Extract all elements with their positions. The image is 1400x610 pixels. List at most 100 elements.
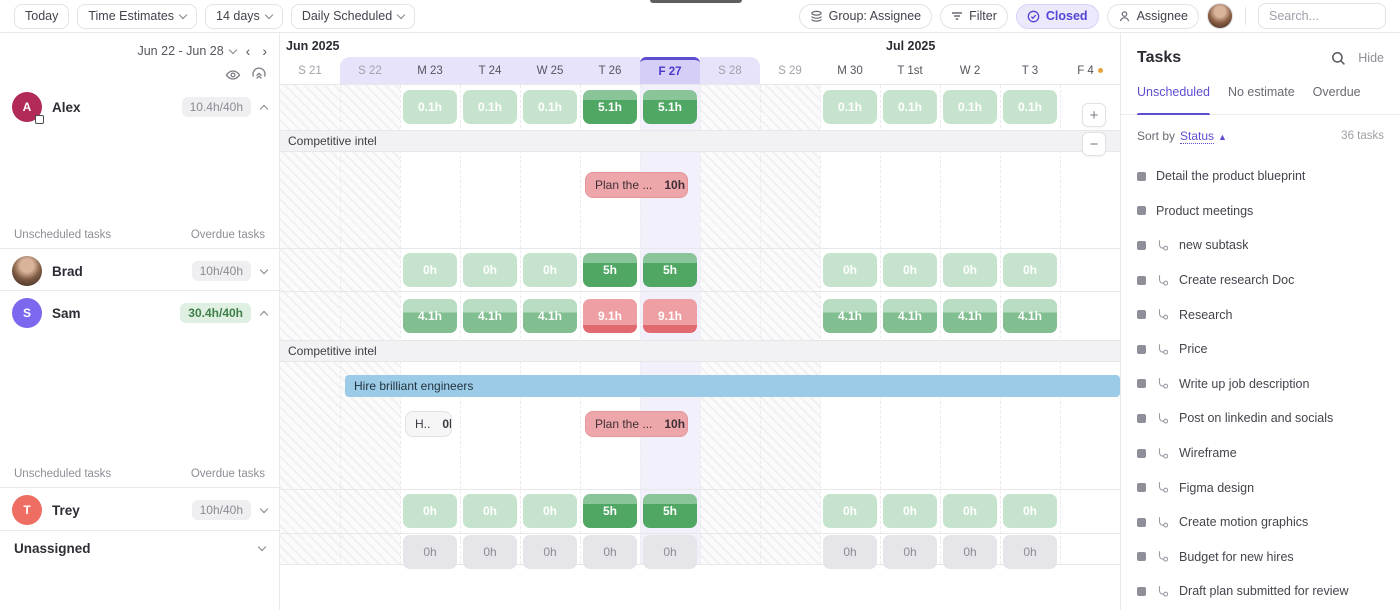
task-list-item[interactable]: Detail the product blueprint	[1137, 159, 1384, 194]
workload-chip[interactable]: 0h	[883, 253, 937, 287]
task-list-item[interactable]: Wireframe	[1137, 436, 1384, 471]
closed-toggle[interactable]: Closed	[1015, 3, 1099, 29]
workload-chip[interactable]: 0h	[943, 494, 997, 528]
zoom-out-button[interactable]: −	[1082, 132, 1106, 156]
hide-panel-button[interactable]: Hide	[1358, 51, 1384, 65]
workload-chip[interactable]: 0h	[583, 535, 637, 569]
workload-chip[interactable]: 0h	[403, 535, 457, 569]
workload-chip[interactable]: 0h	[463, 535, 517, 569]
task-list-item[interactable]: Write up job description	[1137, 367, 1384, 402]
assignee-row-sam[interactable]: S Sam 30.4h/40h	[0, 291, 279, 335]
workload-chip[interactable]: 9.1h	[643, 299, 697, 333]
task-list-item[interactable]: Product meetings	[1137, 194, 1384, 229]
workload-chip[interactable]: 0h	[823, 535, 877, 569]
workload-chip[interactable]: 4.1h	[1003, 299, 1057, 333]
workload-chip[interactable]: 0h	[523, 535, 577, 569]
assignee-row-trey[interactable]: T Trey 10h/40h	[0, 488, 279, 532]
task-list-item[interactable]: Create motion graphics	[1137, 505, 1384, 540]
day-header-s-21[interactable]: S 21	[280, 57, 340, 84]
day-header-t-3[interactable]: T 3	[1000, 57, 1060, 84]
task-list-item[interactable]: Budget for new hires	[1137, 540, 1384, 575]
time-estimates-dropdown[interactable]: Time Estimates	[77, 3, 198, 29]
task-chip[interactable]: Plan the ... 10h	[585, 411, 688, 437]
group-header[interactable]: Competitive intel	[280, 340, 1120, 362]
day-header-s-29[interactable]: S 29	[760, 57, 820, 84]
day-header-s-22[interactable]: S 22	[340, 57, 400, 84]
workload-chip[interactable]: 5.1h	[583, 90, 637, 124]
workload-chip[interactable]: 0h	[643, 535, 697, 569]
unassigned-row[interactable]: Unassigned	[0, 531, 279, 565]
search-icon[interactable]	[1331, 51, 1346, 66]
workload-chip[interactable]: 4.1h	[463, 299, 517, 333]
workload-chip[interactable]: 0h	[463, 253, 517, 287]
user-avatar[interactable]	[1207, 3, 1233, 29]
workload-chip[interactable]: 0.1h	[403, 90, 457, 124]
workload-chip[interactable]: 5.1h	[643, 90, 697, 124]
workload-chip[interactable]: 4.1h	[523, 299, 577, 333]
workload-chip[interactable]: 4.1h	[943, 299, 997, 333]
task-list-item[interactable]: Price	[1137, 332, 1384, 367]
task-chip[interactable]: Plan the ... 10h	[585, 172, 688, 198]
day-header-m-23[interactable]: M 23	[400, 57, 460, 84]
workload-chip[interactable]: 0.1h	[883, 90, 937, 124]
workload-chip[interactable]: 0h	[523, 494, 577, 528]
day-header-f-27[interactable]: F 27	[640, 57, 700, 84]
sort-field[interactable]: Status	[1180, 129, 1215, 144]
overdue-tasks-link[interactable]: Overdue tasks	[190, 229, 265, 241]
task-bar[interactable]: Hire brilliant engineers	[345, 375, 1120, 397]
assignee-button[interactable]: Assignee	[1106, 3, 1199, 29]
day-header-t-26[interactable]: T 26	[580, 57, 640, 84]
workload-chip[interactable]: 0h	[403, 253, 457, 287]
chevron-up-icon[interactable]	[259, 310, 269, 319]
day-header-w-25[interactable]: W 25	[520, 57, 580, 84]
workload-chip[interactable]: 0h	[1003, 494, 1057, 528]
workload-chip[interactable]: 0h	[823, 253, 877, 287]
task-list-item[interactable]: Figma design	[1137, 470, 1384, 505]
eye-icon[interactable]	[225, 67, 241, 83]
day-header-w-2[interactable]: W 2	[940, 57, 1000, 84]
day-header-m-30[interactable]: M 30	[820, 57, 880, 84]
workload-chip[interactable]: 5h	[583, 494, 637, 528]
chevron-down-icon[interactable]	[259, 265, 269, 274]
workload-chip[interactable]: 5h	[643, 494, 697, 528]
filter-button[interactable]: Filter	[940, 3, 1008, 29]
unscheduled-tasks-link[interactable]: Unscheduled tasks	[14, 468, 112, 480]
task-list-item[interactable]: Create research Doc	[1137, 263, 1384, 298]
workload-chip[interactable]: 4.1h	[403, 299, 457, 333]
task-list-item[interactable]: Research	[1137, 297, 1384, 332]
chevron-up-icon[interactable]	[259, 104, 269, 113]
overdue-tasks-link[interactable]: Overdue tasks	[190, 468, 265, 480]
unscheduled-tasks-link[interactable]: Unscheduled tasks	[14, 229, 112, 241]
search-input[interactable]	[1258, 3, 1386, 29]
workload-chip[interactable]: 0h	[823, 494, 877, 528]
next-week-button[interactable]: ›	[262, 43, 267, 59]
task-list-item[interactable]: Draft plan submitted for review	[1137, 574, 1384, 609]
schedule-mode-dropdown[interactable]: Daily Scheduled	[290, 3, 416, 29]
workload-chip[interactable]: 0.1h	[943, 90, 997, 124]
prev-week-button[interactable]: ‹	[245, 43, 251, 59]
day-header-s-28[interactable]: S 28	[700, 57, 760, 84]
tab-no-estimate[interactable]: No estimate	[1227, 85, 1295, 99]
workload-chip[interactable]: 0h	[943, 535, 997, 569]
workload-chip[interactable]: 0h	[1003, 535, 1057, 569]
task-list-item[interactable]: new subtask	[1137, 228, 1384, 263]
tab-overdue[interactable]: Overdue	[1312, 85, 1361, 99]
workload-chip[interactable]: 4.1h	[883, 299, 937, 333]
today-button[interactable]: Today	[14, 3, 70, 29]
workload-chip[interactable]: 0h	[883, 494, 937, 528]
workload-chip[interactable]: 0.1h	[523, 90, 577, 124]
task-list-item[interactable]: Post on linkedin and socials	[1137, 401, 1384, 436]
workload-chip[interactable]: 0h	[403, 494, 457, 528]
workload-chip[interactable]: 0h	[523, 253, 577, 287]
day-header-f-4[interactable]: F 4	[1060, 57, 1120, 84]
sort-control[interactable]: Sort by Status ▲	[1137, 129, 1227, 144]
group-by-button[interactable]: Group: Assignee	[798, 3, 933, 29]
workload-chip[interactable]: 0h	[1003, 253, 1057, 287]
tab-unscheduled[interactable]: Unscheduled	[1137, 83, 1210, 115]
workload-chip[interactable]: 0.1h	[823, 90, 877, 124]
day-header-t-24[interactable]: T 24	[460, 57, 520, 84]
zoom-in-button[interactable]: +	[1082, 103, 1106, 127]
workload-chip[interactable]: 0h	[943, 253, 997, 287]
workload-chip[interactable]: 4.1h	[823, 299, 877, 333]
day-header-t-1st[interactable]: T 1st	[880, 57, 940, 84]
